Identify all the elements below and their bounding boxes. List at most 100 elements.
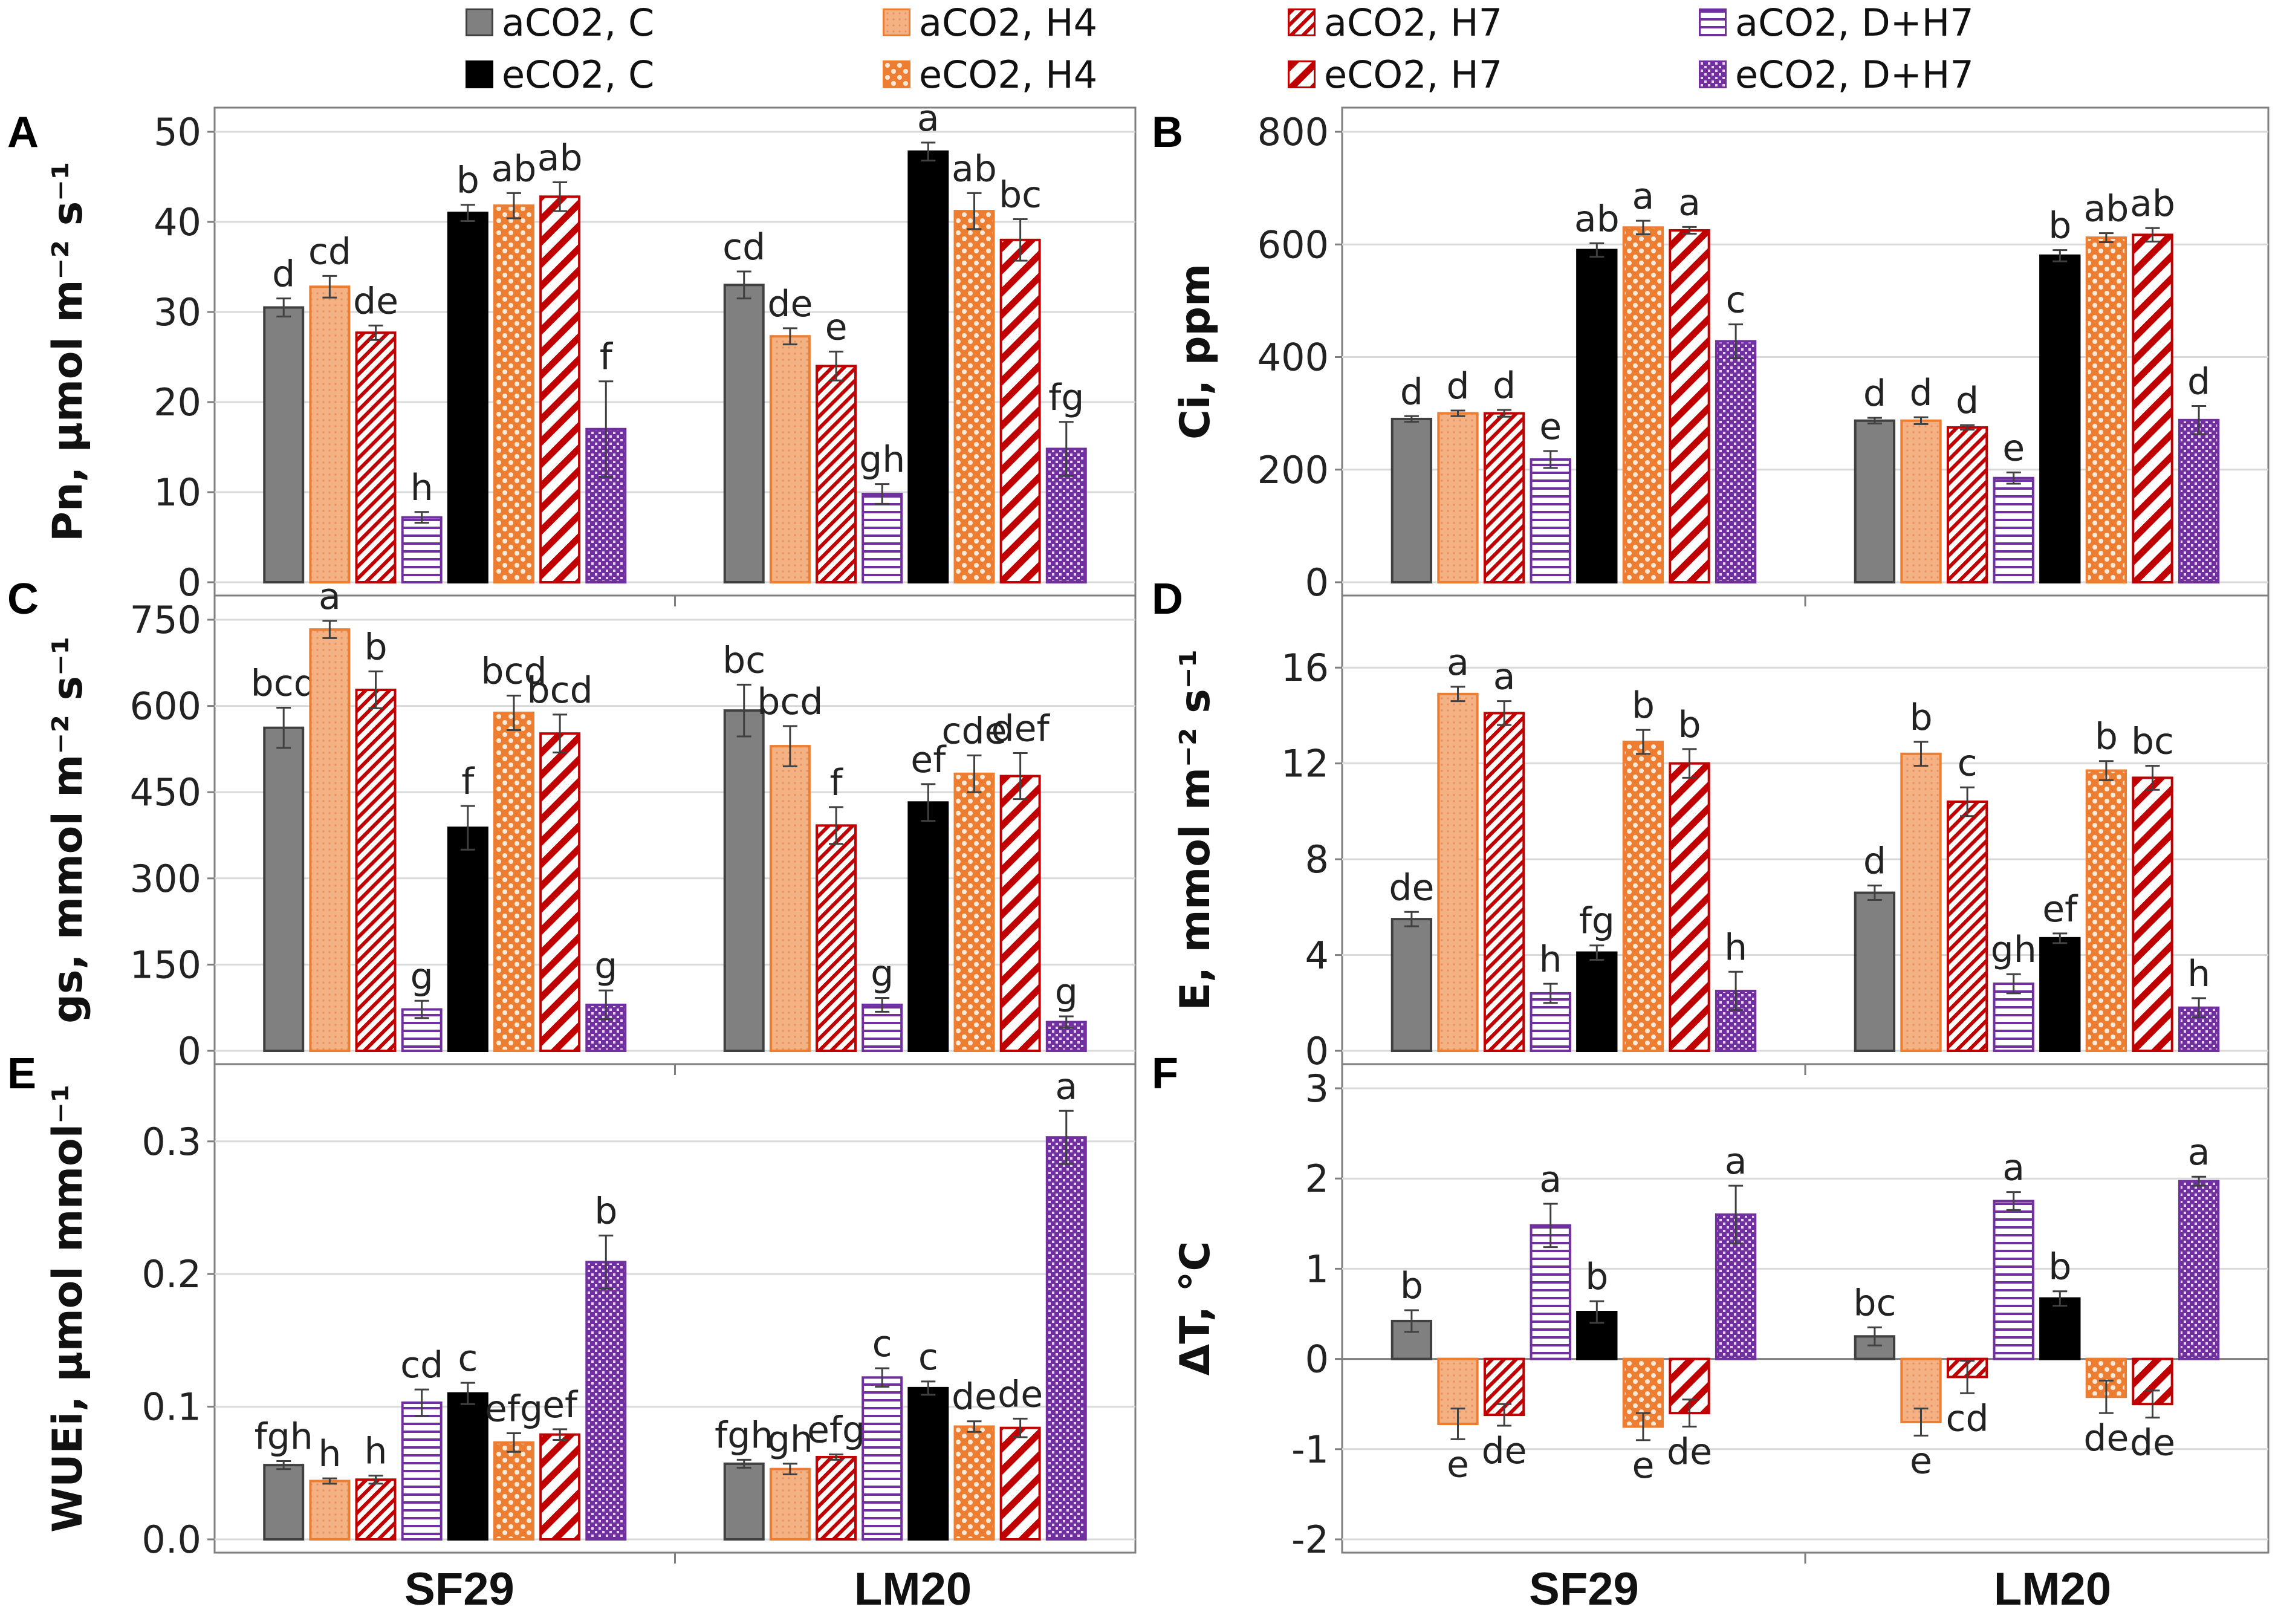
- sig-letter-f-g0-s3: a: [1539, 1158, 1562, 1201]
- sig-letter-d-g1-s2: c: [1958, 742, 1978, 784]
- sig-letter-d-g0-s5: b: [1632, 684, 1655, 727]
- y-axis-label-b: Ci, ppm: [1172, 264, 1219, 440]
- sig-letter-f-g1-s0: bc: [1853, 1282, 1896, 1324]
- bar-b-g1-s6: [2132, 233, 2173, 583]
- sig-letter-c-g0-s2: b: [364, 626, 387, 669]
- bar-d-g0-s1: [1437, 692, 1479, 1052]
- sig-letter-b-g1-s6: ab: [2130, 183, 2175, 225]
- sig-letter-f-g1-s6: de: [2130, 1422, 2175, 1464]
- sig-letter-a-g0-s0: d: [272, 253, 295, 296]
- bar-a-g0-s0: [263, 306, 305, 583]
- y-tick-label-c-5: 750: [130, 598, 201, 642]
- sig-letter-c-g0-s1: a: [319, 576, 341, 618]
- y-tick-label-a-5: 50: [154, 110, 201, 154]
- y-tick-label-a-4: 40: [154, 200, 201, 244]
- legend-label-aco2-dh7: aCO2, D+H7: [1735, 0, 1974, 45]
- legend-label-eco2-dh7: eCO2, D+H7: [1735, 52, 1974, 97]
- sig-letter-e-g0-s2: h: [365, 1431, 388, 1473]
- sig-letter-e-g1-s6: de: [998, 1373, 1043, 1415]
- sig-letter-c-g0-s5: bcd: [481, 650, 547, 692]
- sig-letter-a-g0-s3: h: [410, 467, 433, 509]
- sig-letter-f-g0-s6: de: [1667, 1431, 1712, 1473]
- sig-letter-a-g0-s1: cd: [308, 230, 351, 273]
- legend-item-aco2-c: aCO2, C: [466, 1, 654, 45]
- bar-e-g0-s1: [309, 1479, 351, 1541]
- bar-c-g0-s5: [493, 712, 534, 1053]
- sig-letter-d-g1-s6: bc: [2131, 721, 2174, 763]
- y-tick-label-f-2: 0: [1305, 1337, 1329, 1382]
- bar-a-g1-s1: [769, 335, 811, 583]
- plot-frame-c: [213, 594, 1137, 1065]
- bar-e-g1-s5: [953, 1425, 995, 1541]
- bar-d-g1-s1: [1900, 752, 1942, 1053]
- bar-c-g1-s7: [1045, 1021, 1087, 1053]
- x-category-lm20-right: LM20: [1993, 1564, 2112, 1615]
- y-tick-label-c-1: 150: [130, 943, 201, 987]
- bar-c-g1-s6: [999, 775, 1041, 1052]
- bar-e-g1-s4: [907, 1386, 949, 1541]
- bar-d-g0-s4: [1576, 951, 1618, 1053]
- y-axis-label-c: gs, mmol m⁻² s⁻¹: [44, 636, 92, 1023]
- y-tick-label-e-0: 0.0: [141, 1518, 201, 1562]
- y-tick-label-f-4: 2: [1305, 1157, 1329, 1201]
- sig-letter-f-g0-s7: a: [1725, 1140, 1747, 1183]
- y-tick-label-c-2: 300: [130, 857, 201, 901]
- y-tick-label-b-1: 200: [1257, 448, 1329, 492]
- sig-letter-a-g0-s6: ab: [537, 137, 583, 179]
- legend-swatch-aco2-dh7: [1699, 8, 1727, 36]
- sig-letter-a-g1-s2: e: [825, 307, 848, 349]
- x-category-sf29-right: SF29: [1529, 1564, 1639, 1615]
- sig-letter-c-g1-s3: g: [871, 953, 894, 995]
- y-tick-label-f-0: -2: [1291, 1518, 1329, 1562]
- sig-letter-f-g0-s4: b: [1585, 1256, 1608, 1298]
- bar-e-g0-s2: [355, 1478, 397, 1541]
- bar-a-g1-s3: [862, 492, 903, 583]
- sig-letter-b-g1-s0: d: [1863, 372, 1886, 415]
- sig-letter-b-g1-s3: e: [2002, 427, 2025, 469]
- y-tick-label-d-0: 0: [1305, 1029, 1329, 1073]
- sig-letter-d-g0-s6: b: [1678, 704, 1701, 746]
- sig-letter-e-g0-s6: ef: [542, 1384, 579, 1426]
- bar-e-g1-s6: [999, 1426, 1041, 1541]
- legend-item-eco2-dh7: eCO2, D+H7: [1699, 52, 1974, 97]
- sig-letter-f-g0-s5: e: [1632, 1444, 1654, 1487]
- sig-letter-b-g1-s4: b: [2048, 205, 2071, 247]
- sig-letter-b-g1-s7: d: [2187, 361, 2210, 403]
- bar-d-g1-s6: [2132, 776, 2173, 1053]
- legend-label-aco2-h4: aCO2, H4: [919, 0, 1098, 45]
- bar-e-g0-s4: [447, 1392, 488, 1541]
- bar-d-g0-s5: [1622, 741, 1664, 1053]
- bar-b-g0-s7: [1715, 340, 1757, 583]
- sig-letter-c-g1-s7: g: [1055, 971, 1078, 1013]
- bar-f-g1-s4: [2039, 1297, 2081, 1360]
- sig-letter-c-g0-s0: bcd: [251, 662, 317, 704]
- bar-a-g1-s0: [723, 284, 765, 583]
- y-tick-label-d-1: 4: [1305, 934, 1329, 978]
- y-tick-label-f-3: 1: [1305, 1247, 1329, 1291]
- sig-letter-b-g1-s2: d: [1956, 380, 1979, 422]
- sig-letter-f-g1-s4: b: [2048, 1246, 2071, 1288]
- y-tick-label-b-3: 600: [1257, 222, 1329, 267]
- sig-letter-e-g0-s4: c: [458, 1337, 478, 1380]
- sig-letter-c-g1-s2: f: [829, 762, 843, 804]
- sig-letter-c-g0-s6: bcd: [527, 669, 593, 712]
- y-tick-label-b-0: 0: [1305, 560, 1329, 605]
- bar-c-g1-s5: [953, 772, 995, 1053]
- y-axis-label-f: ΔT, °C: [1172, 1241, 1219, 1376]
- y-tick-label-c-3: 450: [130, 770, 201, 814]
- y-axis-label-e: WUEi, µmol mmol⁻¹: [44, 1084, 92, 1533]
- sig-letter-f-g0-s2: de: [1482, 1430, 1527, 1472]
- legend-label-eco2-c: eCO2, C: [502, 52, 655, 97]
- x-category-lm20-left: LM20: [854, 1564, 972, 1615]
- legend-swatch-eco2-h4: [883, 60, 910, 88]
- legend-item-aco2-dh7: aCO2, D+H7: [1699, 0, 1974, 45]
- sig-letter-e-g1-s3: c: [872, 1323, 892, 1365]
- sig-letter-b-g0-s3: e: [1539, 406, 1562, 448]
- bar-a-g0-s2: [355, 331, 397, 584]
- bar-b-g0-s1: [1437, 412, 1479, 583]
- y-tick-label-d-2: 8: [1305, 837, 1329, 882]
- sig-letter-e-g0-s7: b: [594, 1190, 617, 1233]
- legend-label-aco2-h7: aCO2, H7: [1324, 0, 1503, 45]
